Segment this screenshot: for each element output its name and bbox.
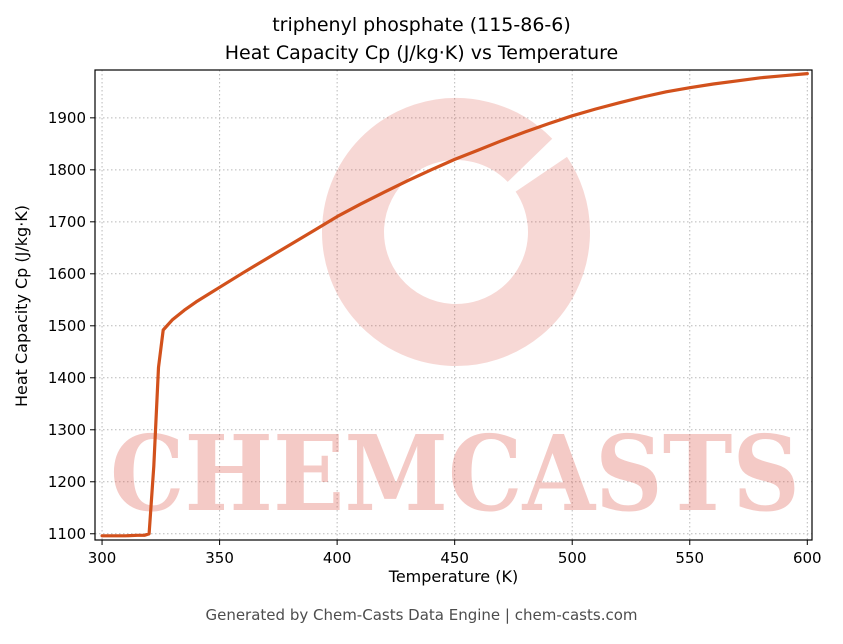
footer-credit: Generated by Chem-Casts Data Engine | ch… [205,606,638,624]
svg-text:1100: 1100 [48,525,86,543]
y-axis-label: Heat Capacity Cp (J/kg·K) [12,204,31,408]
x-axis-label: Temperature (K) [388,567,519,586]
x-tick-labels: 300 350 400 450 500 550 600 [88,540,822,567]
y-tick-labels: 1100 1200 1300 1400 1500 1600 1700 1800 1900 [48,109,95,543]
svg-text:1500: 1500 [48,317,86,335]
svg-text:1300: 1300 [48,421,86,439]
svg-text:1600: 1600 [48,265,86,283]
svg-text:550: 550 [675,549,704,567]
cp-curve [100,71,809,538]
svg-text:600: 600 [793,549,822,567]
svg-text:350: 350 [205,549,234,567]
svg-text:400: 400 [323,549,352,567]
chart-title-line1: triphenyl phosphate (115-86-6) [272,14,571,36]
svg-text:1700: 1700 [48,213,86,231]
y-gridlines [95,117,812,535]
svg-text:500: 500 [558,549,587,567]
watermark: CHEMCASTS [110,98,800,535]
svg-text:450: 450 [440,549,469,567]
svg-text:1800: 1800 [48,161,86,179]
svg-text:300: 300 [88,549,117,567]
watermark-ring-icon [322,98,590,366]
chart-title-line2: Heat Capacity Cp (J/kg·K) vs Temperature [224,41,619,64]
watermark-text: CHEMCASTS [110,412,800,535]
svg-text:1900: 1900 [48,109,86,127]
svg-text:1400: 1400 [48,369,86,387]
plot-frame [94,69,813,541]
svg-text:1200: 1200 [48,473,86,491]
chart-title: triphenyl phosphate (115-86-6) Heat Capa… [0,12,843,67]
